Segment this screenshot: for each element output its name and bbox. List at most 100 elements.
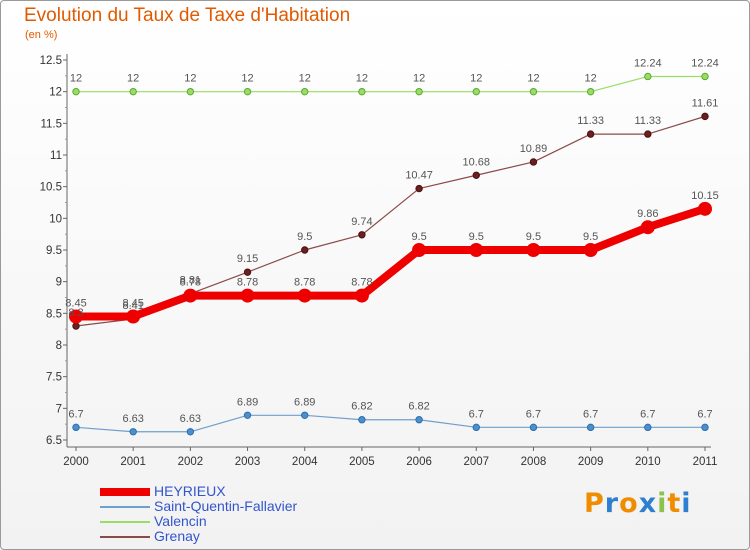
data-point-valencin	[358, 87, 366, 96]
data-label-valencin: 12	[527, 73, 539, 85]
data-label-saint-quentin-fallavier: 6.7	[640, 408, 655, 420]
data-label-saint-quentin-fallavier: 6.7	[469, 408, 484, 420]
y-tick-label: 9.5	[46, 245, 62, 257]
logo-letter: i	[657, 488, 668, 519]
x-tick-label: 2008	[521, 456, 547, 468]
data-point-valencin	[72, 87, 80, 96]
data-point-heyrieux	[640, 220, 655, 235]
data-point-grenay	[72, 322, 80, 330]
y-tick-label: 7	[56, 403, 62, 415]
data-label-heyrieux: 8.45	[122, 298, 143, 310]
data-point-grenay	[301, 246, 309, 254]
proxiti-logo: Proxiti	[584, 488, 692, 519]
data-label-heyrieux: 8.78	[237, 277, 258, 289]
data-label-grenay: 10.47	[405, 170, 433, 182]
data-point-heyrieux	[297, 288, 312, 303]
data-point-heyrieux	[240, 288, 255, 303]
logo-letter: t	[667, 488, 682, 519]
data-label-heyrieux: 9.5	[526, 231, 541, 243]
data-label-saint-quentin-fallavier: 6.63	[180, 413, 201, 425]
data-point-heyrieux	[354, 288, 369, 303]
legend-label: Valencin	[154, 513, 207, 529]
data-label-heyrieux: 9.5	[469, 231, 484, 243]
series-line-heyrieux	[76, 205, 707, 321]
x-tick-label: 2002	[178, 456, 204, 468]
data-label-heyrieux: 9.5	[583, 231, 598, 243]
data-label-grenay: 11.33	[577, 115, 604, 127]
data-label-heyrieux: 8.45	[65, 298, 86, 310]
x-tick-label: 2004	[292, 456, 318, 468]
data-label-grenay: 9.15	[237, 253, 258, 265]
logo-letter: x	[638, 488, 658, 519]
y-tick-label: 8	[56, 340, 62, 352]
data-point-grenay	[243, 268, 252, 276]
data-point-heyrieux	[69, 309, 83, 324]
data-label-saint-quentin-fallavier: 6.7	[697, 408, 712, 420]
data-label-valencin: 12	[299, 73, 311, 85]
data-point-valencin	[243, 87, 252, 96]
data-point-saint-quentin-fallavier	[186, 428, 195, 436]
data-label-saint-quentin-fallavier: 6.7	[583, 408, 598, 420]
data-label-valencin: 12	[241, 73, 253, 85]
data-point-saint-quentin-fallavier	[701, 423, 709, 432]
data-label-grenay: 8.41	[122, 300, 143, 312]
data-point-grenay	[358, 231, 366, 239]
legend-swatch	[100, 506, 150, 508]
data-label-valencin: 12.24	[634, 57, 662, 69]
data-point-heyrieux	[183, 288, 198, 303]
x-tick-label: 2005	[349, 456, 375, 468]
data-point-saint-quentin-fallavier	[243, 411, 252, 419]
series-lines	[69, 72, 712, 436]
data-point-saint-quentin-fallavier	[415, 416, 423, 424]
data-label-grenay: 10.68	[463, 156, 491, 168]
data-label-valencin: 12	[184, 73, 196, 85]
data-point-heyrieux	[526, 243, 541, 257]
series-line-valencin	[76, 75, 705, 93]
data-label-valencin: 12	[127, 73, 139, 85]
series-line-saint-quentin-fallavier	[75, 414, 705, 433]
y-tick-label: 9	[56, 277, 62, 289]
data-point-valencin	[644, 72, 652, 81]
data-label-valencin: 12	[470, 73, 482, 85]
legend-swatch	[100, 521, 150, 523]
data-point-valencin	[472, 87, 480, 96]
data-label-valencin: 12	[413, 73, 425, 85]
data-point-heyrieux	[126, 309, 141, 324]
data-label-grenay: 8.81	[180, 275, 201, 287]
data-label-grenay: 11.61	[692, 97, 719, 109]
data-point-heyrieux	[412, 243, 427, 257]
data-label-valencin: 12.24	[691, 57, 719, 69]
data-label-saint-quentin-fallavier: 6.89	[237, 396, 258, 408]
x-tick-label: 2009	[578, 456, 604, 468]
chart-subtitle: (en %)	[25, 29, 58, 41]
data-label-saint-quentin-fallavier: 6.63	[122, 413, 143, 425]
data-label-heyrieux: 8.78	[294, 277, 315, 289]
data-label-grenay: 10.89	[520, 143, 548, 155]
data-label-grenay: 9.5	[297, 231, 312, 243]
y-tick-label: 11.5	[40, 118, 62, 130]
y-tick-label: 7.5	[46, 372, 62, 384]
data-point-valencin	[415, 87, 423, 96]
data-label-saint-quentin-fallavier: 6.7	[68, 408, 83, 420]
legend-label: HEYRIEUX	[154, 483, 226, 499]
data-label-heyrieux: 9.86	[637, 208, 658, 220]
logo-letter: o	[619, 488, 639, 519]
y-tick-label: 10.5	[40, 182, 62, 194]
x-tick-label: 2001	[120, 456, 146, 468]
logo-letter: i	[681, 488, 692, 519]
data-label-heyrieux: 10.15	[691, 190, 719, 202]
legend-swatch	[100, 488, 150, 496]
data-point-grenay	[586, 130, 595, 138]
data-label-grenay: 8.3	[68, 307, 83, 319]
data-point-saint-quentin-fallavier	[72, 423, 80, 432]
data-label-saint-quentin-fallavier: 6.82	[351, 401, 372, 413]
x-tick-label: 2011	[693, 456, 718, 468]
x-tick-label: 2010	[635, 456, 661, 468]
data-point-saint-quentin-fallavier	[129, 428, 137, 436]
x-tick-label: 2007	[463, 456, 489, 468]
data-labels: 8.45 8.45 8.78 8.78 8.78 8.78 9.5 9.5 9.5 9.5 9.86…	[65, 57, 718, 424]
logo-letter: P	[584, 488, 605, 519]
data-point-heyrieux	[698, 201, 712, 216]
x-tick-label: 2006	[406, 456, 432, 468]
x-tick-label: 2000	[63, 456, 89, 468]
